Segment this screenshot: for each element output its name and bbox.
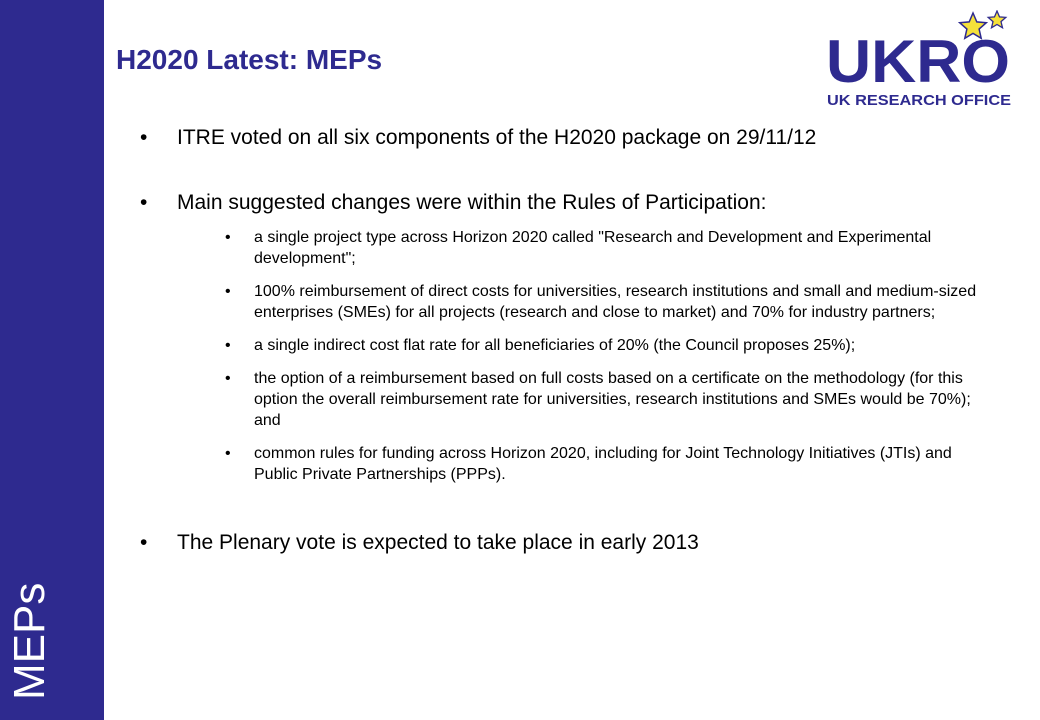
sub-bullet-item: a single project type across Horizon 202… bbox=[177, 227, 980, 269]
sub-bullet-item: the option of a reimbursement based on f… bbox=[177, 368, 980, 431]
ukro-logo: UKRO UK RESEARCH OFFICE bbox=[826, 10, 1011, 109]
sub-bullet-item: common rules for funding across Horizon … bbox=[177, 443, 980, 485]
bullet-list: ITRE voted on all six components of the … bbox=[140, 124, 980, 557]
sub-bullet-list: a single project type across Horizon 202… bbox=[177, 227, 980, 485]
side-bar: MEPs bbox=[0, 0, 104, 720]
sub-bullet-item: a single indirect cost flat rate for all… bbox=[177, 335, 980, 356]
star-icon bbox=[986, 10, 1008, 30]
side-label: MEPs bbox=[5, 582, 54, 700]
star-icon bbox=[957, 11, 989, 40]
slide-title: H2020 Latest: MEPs bbox=[116, 44, 383, 75]
logo-subtitle: UK RESEARCH OFFICE bbox=[827, 92, 1011, 109]
bullet-item: ITRE voted on all six components of the … bbox=[140, 124, 980, 152]
bullet-item: The Plenary vote is expected to take pla… bbox=[140, 529, 980, 557]
bullet-text: Main suggested changes were within the R… bbox=[177, 191, 767, 214]
logo-wordmark: UKRO bbox=[826, 28, 1010, 95]
bullet-item: Main suggested changes were within the R… bbox=[140, 189, 980, 485]
sub-bullet-item: 100% reimbursement of direct costs for u… bbox=[177, 281, 980, 323]
